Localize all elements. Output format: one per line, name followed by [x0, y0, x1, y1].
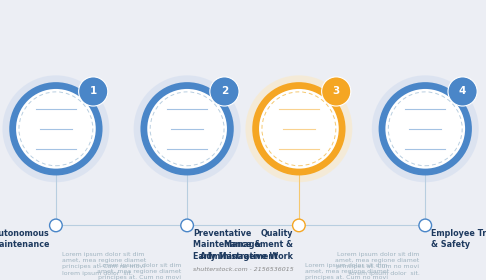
Text: 4: 4: [459, 87, 466, 97]
Text: Lorem ipsum dolor sit dim
amet, mea regione diamet
principes at. Cum no movi
lor: Lorem ipsum dolor sit dim amet, mea regi…: [62, 252, 146, 276]
Ellipse shape: [2, 75, 109, 182]
Text: Lorem ipsum dolor sit dim
amet, mea regione diamet
principes at. Cum no movi
lor: Lorem ipsum dolor sit dim amet, mea regi…: [305, 263, 389, 280]
Text: Employee Training
& Safety: Employee Training & Safety: [431, 229, 486, 249]
Ellipse shape: [379, 82, 472, 176]
Text: Preventative
Maintenance &
Early Management: Preventative Maintenance & Early Managem…: [193, 229, 278, 261]
Ellipse shape: [134, 75, 241, 182]
Ellipse shape: [252, 82, 346, 176]
Ellipse shape: [181, 219, 193, 232]
Ellipse shape: [50, 219, 62, 232]
Text: Lorem ipsum dolor sit dim
amet, mea regione diamet
principes at. Cum no movi
lor: Lorem ipsum dolor sit dim amet, mea regi…: [335, 252, 419, 276]
Ellipse shape: [293, 219, 305, 232]
Ellipse shape: [210, 77, 239, 106]
Text: Autonomous
Maintenance: Autonomous Maintenance: [0, 229, 50, 249]
Ellipse shape: [16, 89, 96, 169]
Ellipse shape: [79, 77, 108, 106]
Text: Lorem ipsum dolor sit dim
amet, mea regione diamet
principes at. Cum no movi
lor: Lorem ipsum dolor sit dim amet, mea regi…: [97, 263, 181, 280]
Ellipse shape: [140, 82, 234, 176]
Ellipse shape: [147, 89, 227, 169]
Text: 2: 2: [221, 87, 228, 97]
Ellipse shape: [9, 82, 103, 176]
Text: 3: 3: [332, 87, 340, 97]
Ellipse shape: [245, 75, 352, 182]
Ellipse shape: [385, 89, 465, 169]
Text: 1: 1: [89, 87, 97, 97]
Text: Quality
Management &
Administrative Work: Quality Management & Administrative Work: [200, 229, 293, 261]
Ellipse shape: [372, 75, 479, 182]
Ellipse shape: [419, 219, 432, 232]
Ellipse shape: [448, 77, 477, 106]
Ellipse shape: [259, 89, 339, 169]
Text: shutterstock.com · 2156536015: shutterstock.com · 2156536015: [192, 267, 294, 272]
Ellipse shape: [322, 77, 351, 106]
